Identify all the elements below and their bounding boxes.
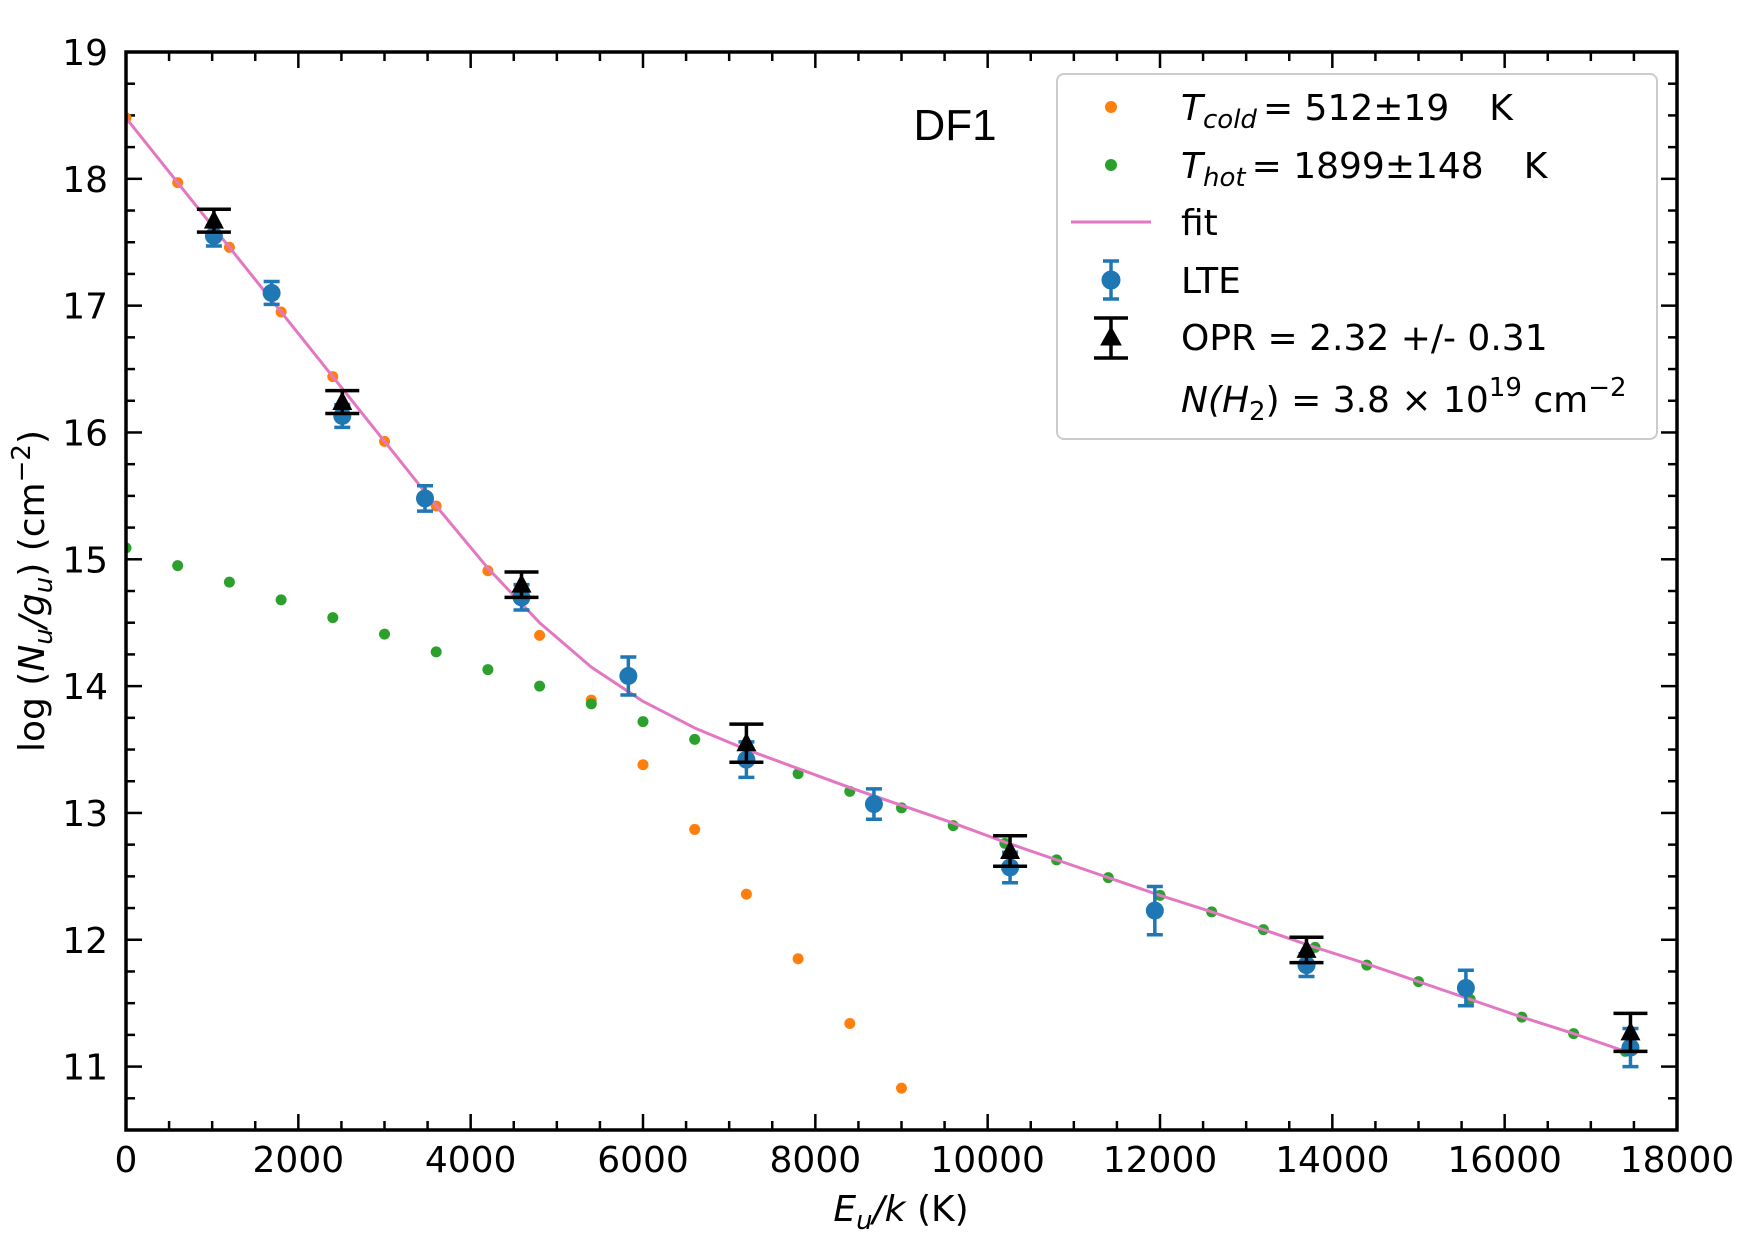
y-tick-label: 16 <box>62 413 108 454</box>
cold-point <box>792 953 804 965</box>
y-tick-label: 18 <box>62 160 108 201</box>
hot-point <box>534 680 546 692</box>
hot-point <box>327 612 339 624</box>
y-tick-label: 11 <box>62 1048 108 1089</box>
lte-point-marker <box>333 406 352 425</box>
lte-point <box>619 655 638 697</box>
opr-point <box>993 834 1028 868</box>
x-tick-label: 12000 <box>1103 1140 1218 1181</box>
hot-point <box>689 733 701 745</box>
x-tick-label: 0 <box>115 1140 138 1181</box>
cold-point <box>482 565 494 577</box>
lte-point-marker <box>262 283 281 302</box>
y-tick-label: 13 <box>62 794 108 835</box>
legend-lte-marker <box>1101 259 1121 301</box>
hot-point <box>172 560 184 572</box>
legend-column-density: N(H2) = 3.8 × 1019 cm−2 <box>1181 373 1627 427</box>
x-tick-label: 6000 <box>597 1140 689 1181</box>
cold-point <box>844 1017 856 1029</box>
opr-point-marker <box>332 391 353 411</box>
cold-point <box>689 823 701 835</box>
opr-point <box>504 570 539 600</box>
lte-point <box>415 483 434 513</box>
opr-point-marker <box>1000 839 1021 859</box>
y-tick-label: 15 <box>62 540 108 581</box>
opr-point-marker <box>736 732 757 752</box>
opr-point-marker <box>1296 938 1317 958</box>
hot-point <box>585 698 597 710</box>
x-axis-title: Eu/k (K) <box>833 1189 968 1234</box>
y-tick-label: 14 <box>62 667 108 708</box>
x-tick-label: 4000 <box>425 1140 517 1181</box>
opr-point-marker <box>1620 1021 1641 1041</box>
tick-labels: 0 2000 4000 6000 8000 10000 12000 14000 16000 180… <box>62 33 1734 1181</box>
legend-hot-label: Thot = 1899±148 K <box>1181 146 1549 193</box>
lte-point <box>864 787 883 822</box>
lte-point-marker <box>864 795 883 814</box>
hot-point <box>275 594 287 606</box>
lte-point-marker <box>619 666 638 685</box>
y-tick-label: 17 <box>62 287 108 328</box>
opr-point-marker <box>511 573 532 593</box>
data-marks <box>126 112 1648 1094</box>
x-tick-label: 10000 <box>930 1140 1045 1181</box>
x-tick-label: 16000 <box>1447 1140 1562 1181</box>
cold-point <box>637 759 649 771</box>
legend-cold-label: Tcold = 512±19 K <box>1181 88 1514 135</box>
lte-point-marker <box>1456 978 1475 997</box>
lte-point-marker <box>415 489 434 508</box>
legend-lte-label: LTE <box>1181 261 1241 302</box>
y-axis-title: log (Nu/gu) (cm−2) <box>7 430 59 752</box>
opr-point-marker <box>203 209 224 229</box>
plot-area <box>126 112 1648 1094</box>
hot-point <box>379 628 390 640</box>
hot-point <box>637 716 649 728</box>
x-tick-label: 14000 <box>1275 1140 1390 1181</box>
opr-point <box>1289 935 1324 965</box>
legend-fit-label: fit <box>1181 203 1218 244</box>
hot-point <box>223 576 235 588</box>
legend-opr-label: OPR = 2.32 +/- 0.31 <box>1181 318 1548 359</box>
opr-point <box>325 388 360 416</box>
y-tick-label: 12 <box>62 921 108 962</box>
x-tick-label: 18000 <box>1620 1140 1735 1181</box>
lte-point <box>1145 884 1164 937</box>
legend-cold-marker <box>1105 101 1117 113</box>
legend-hot-marker <box>1105 159 1117 171</box>
legend: Tcold = 512±19 K Thot = 1899±148 K fit LTE O… <box>1056 73 1658 440</box>
opr-point <box>1613 1011 1648 1054</box>
x-tick-label: 2000 <box>253 1140 345 1181</box>
cold-point <box>896 1082 907 1094</box>
lte-point <box>262 279 281 307</box>
legend-box <box>1056 73 1658 440</box>
lte-point <box>1456 968 1475 1008</box>
panel-label: DF1 <box>913 101 996 150</box>
y-tick-label: 19 <box>62 33 108 74</box>
hot-point <box>482 664 494 676</box>
lte-point-marker <box>1145 901 1164 920</box>
opr-point <box>729 722 764 764</box>
hot-point <box>430 646 442 658</box>
cold-point <box>740 888 752 900</box>
lte-point-marker <box>1297 956 1316 975</box>
x-tick-label: 8000 <box>770 1140 862 1181</box>
legend-opr-marker <box>1094 316 1128 360</box>
opr-point <box>196 207 231 234</box>
cold-point <box>534 629 546 641</box>
plot-frame <box>124 50 1679 1132</box>
